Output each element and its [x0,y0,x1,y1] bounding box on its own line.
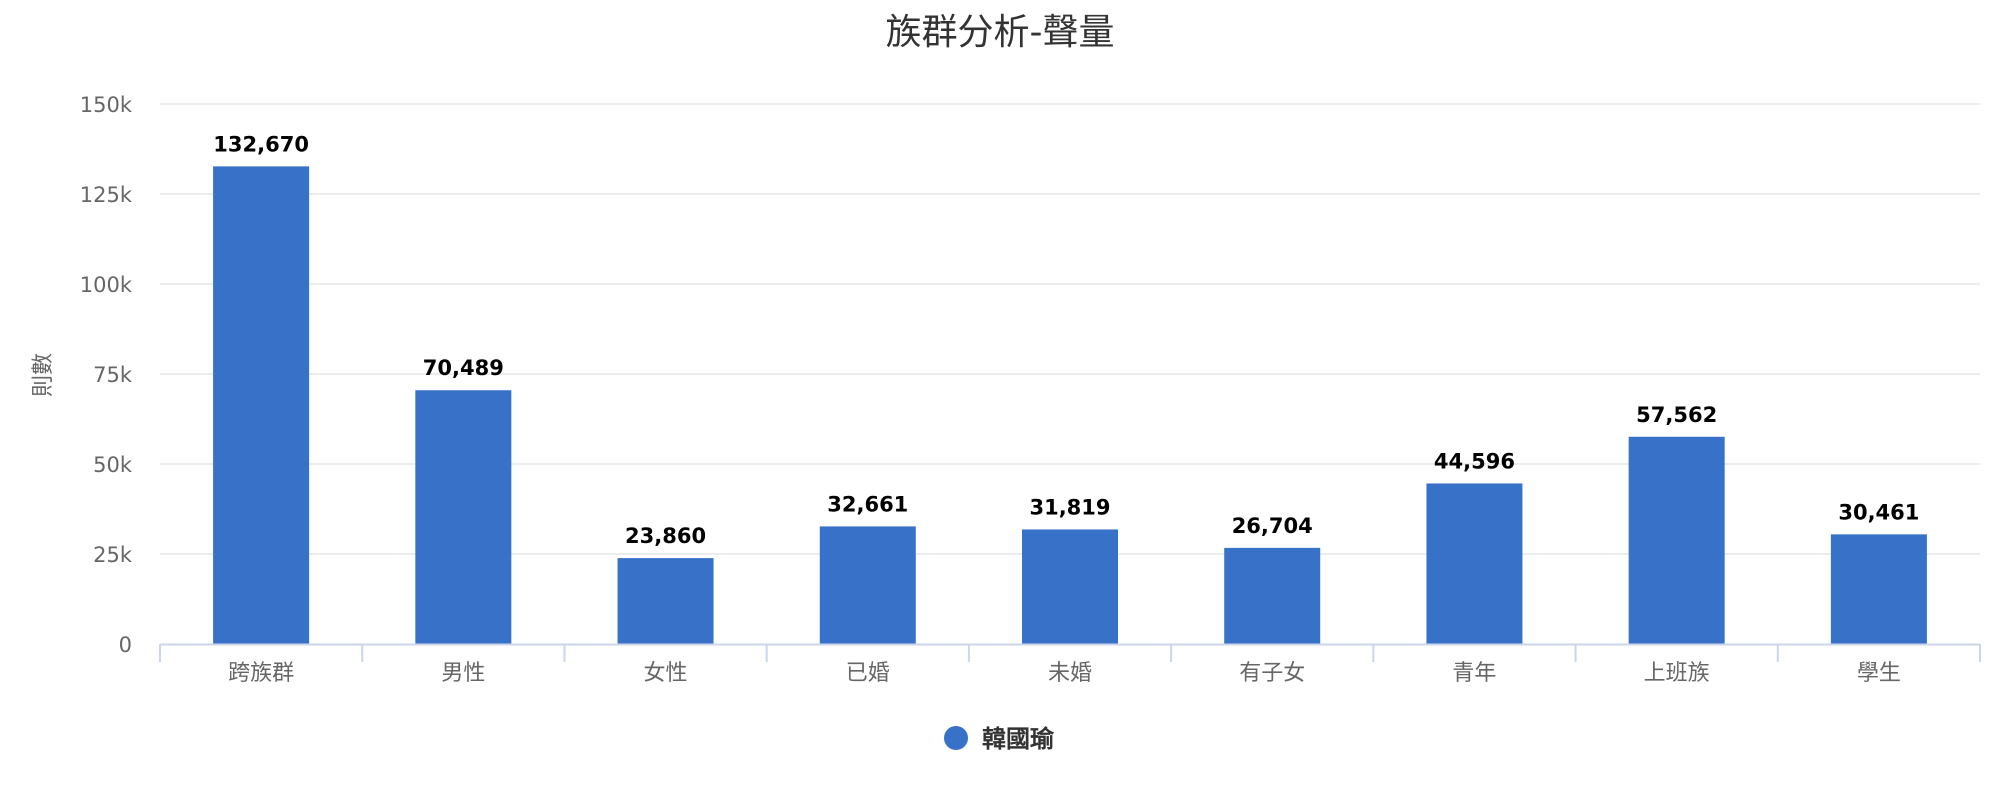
data-label: 26,704 [1232,514,1313,538]
x-tick-label: 女性 [644,661,688,686]
x-tick-label: 已婚 [846,661,890,686]
x-tick-label: 男性 [441,661,485,686]
bar[interactable] [415,390,512,644]
bar[interactable] [1830,534,1927,644]
data-labels: 132,670 70,489 23,860 32,661 31,819 26,704 44,… [213,132,1919,548]
x-tick-label: 青年 [1452,661,1496,686]
y-tick-label: 0 [119,633,132,657]
data-label: 23,860 [625,524,706,548]
bar[interactable] [1628,436,1725,644]
x-tick-label: 有子女 [1239,661,1305,686]
y-axis-label: 則數 [31,353,56,397]
bar[interactable] [213,166,310,644]
y-tick-label: 100k [80,273,133,297]
data-label: 30,461 [1838,500,1919,524]
y-tick-label: 25k [93,543,133,567]
y-tick-label: 150k [80,93,133,117]
bar[interactable] [819,526,916,644]
y-axis-ticks: 0 25k 50k 75k 100k 125k 150k [80,93,133,657]
x-tick-label: 上班族 [1644,661,1710,686]
bar[interactable] [1022,529,1118,644]
x-axis: 跨族群 男性 女性 已婚 未婚 有子女 青年 上班族 學生 [159,643,1981,686]
data-label: 32,661 [827,492,908,516]
legend[interactable]: 韓國瑜 [944,725,1055,753]
x-tick-label: 學生 [1857,661,1901,686]
legend-marker-icon [944,726,968,750]
x-tick-label: 未婚 [1048,661,1092,686]
bar[interactable] [1426,483,1523,644]
data-label: 132,670 [213,132,309,156]
chart-title: 族群分析-聲量 [886,12,1115,53]
data-label: 70,489 [423,356,504,380]
data-label: 44,596 [1434,449,1515,473]
bar[interactable] [1224,547,1321,644]
bar[interactable] [617,558,714,644]
legend-label: 韓國瑜 [982,725,1055,753]
y-tick-label: 75k [93,363,133,387]
y-tick-label: 50k [93,453,133,477]
bars [213,166,1927,644]
x-tick-label: 跨族群 [228,661,294,686]
y-tick-label: 125k [80,183,133,207]
data-label: 31,819 [1029,495,1110,519]
data-label: 57,562 [1636,403,1717,427]
